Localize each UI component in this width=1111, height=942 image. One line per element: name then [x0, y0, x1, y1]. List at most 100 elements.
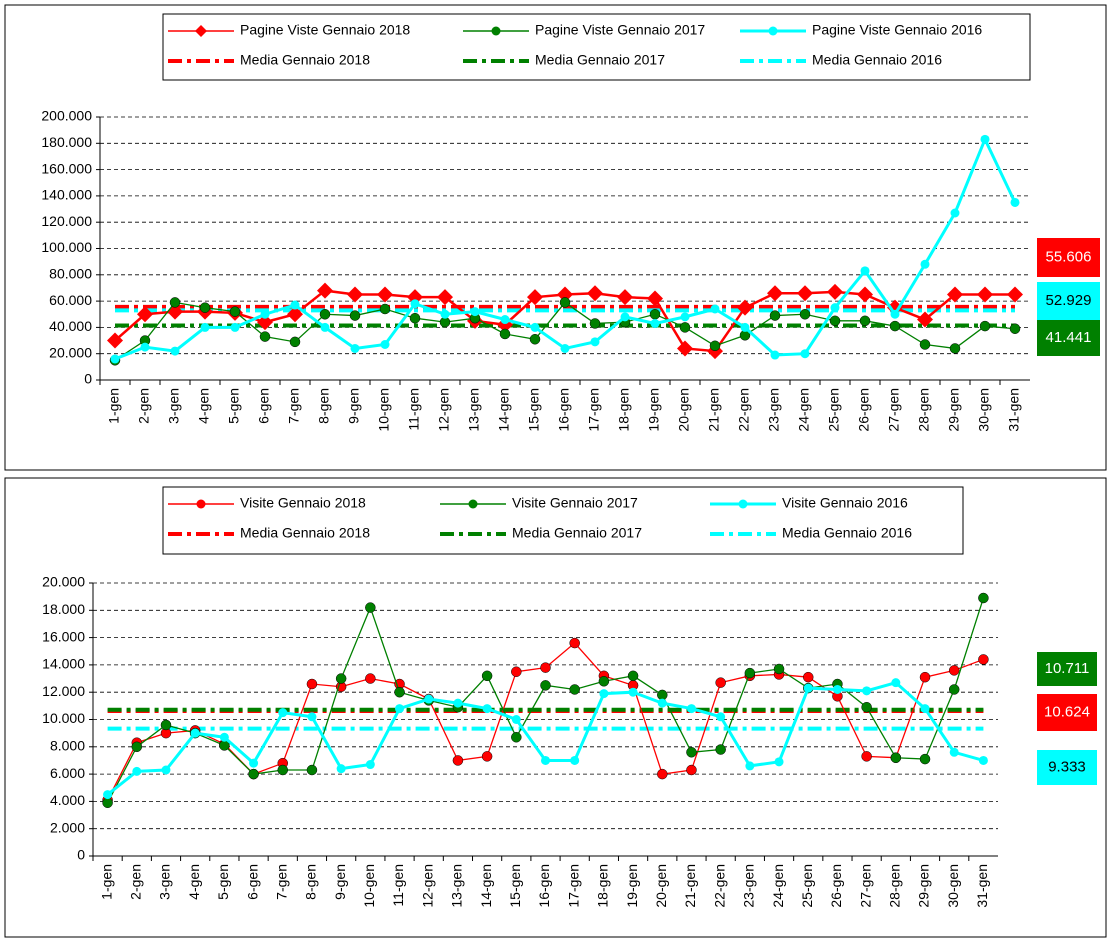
data-point — [511, 731, 522, 743]
x-tick-label: 20-gen — [676, 388, 692, 432]
data-point — [379, 303, 391, 315]
x-tick-label: 15-gen — [526, 388, 542, 432]
data-point — [229, 306, 241, 317]
mean-label: 9.333 — [1048, 758, 1086, 775]
data-point — [248, 768, 259, 780]
data-point — [677, 340, 693, 357]
data-point — [1010, 197, 1020, 207]
data-point — [686, 704, 696, 714]
data-point — [774, 757, 784, 767]
x-tick-label: 9-gen — [332, 864, 348, 900]
data-point — [259, 331, 271, 342]
data-point — [832, 684, 842, 694]
data-point — [289, 336, 301, 348]
legend-label: Media Gennaio 2018 — [240, 52, 370, 68]
data-point — [249, 758, 259, 768]
data-point — [979, 320, 991, 332]
mean-label: 41.441 — [1046, 329, 1092, 346]
data-point — [679, 322, 691, 333]
x-tick-label: 7-gen — [273, 864, 289, 900]
x-tick-label: 1-gen — [106, 388, 122, 424]
data-point — [710, 304, 720, 314]
data-point — [889, 320, 901, 332]
legend-label: Visite Gennaio 2018 — [240, 495, 366, 511]
data-point — [627, 670, 639, 682]
data-point — [770, 350, 780, 360]
data-point — [830, 303, 840, 313]
data-point — [320, 322, 330, 332]
x-tick-label: 18-gen — [616, 388, 632, 432]
x-tick-label: 19-gen — [624, 864, 640, 908]
x-tick-label: 12-gen — [436, 388, 452, 432]
x-tick-label: 11-gen — [390, 864, 406, 907]
data-point — [319, 309, 331, 320]
data-point — [377, 286, 393, 303]
data-point — [1007, 286, 1023, 303]
x-tick-label: 30-gen — [945, 864, 961, 908]
y-tick-label: 6.000 — [50, 765, 85, 781]
x-tick-label: 29-gen — [946, 388, 962, 432]
data-point — [587, 285, 603, 302]
data-point — [200, 322, 210, 332]
x-tick-label: 16-gen — [556, 388, 572, 432]
data-point — [511, 666, 522, 677]
data-point — [349, 310, 361, 321]
x-tick-label: 3-gen — [166, 388, 182, 424]
data-point — [317, 282, 333, 299]
y-tick-label: 10.000 — [42, 710, 85, 726]
data-point — [161, 765, 171, 775]
legend-label: Media Gennaio 2017 — [535, 52, 665, 68]
x-tick-label: 8-gen — [316, 388, 332, 424]
data-point — [744, 667, 756, 679]
data-point — [395, 704, 405, 714]
x-tick-label: 2-gen — [127, 864, 143, 900]
data-point — [560, 343, 570, 353]
data-point — [890, 309, 900, 319]
data-point — [686, 764, 697, 776]
data-point — [140, 342, 150, 352]
x-tick-label: 15-gen — [507, 864, 523, 908]
legend-label: Media Gennaio 2018 — [240, 525, 370, 541]
mean-label-box — [1037, 652, 1097, 686]
data-point — [482, 704, 492, 714]
mean-label-box — [1037, 238, 1100, 277]
data-point — [424, 694, 434, 704]
x-tick-label: 21-gen — [682, 864, 698, 908]
x-tick-label: 29-gen — [916, 864, 932, 908]
data-point — [103, 790, 113, 800]
legend-marker — [195, 25, 207, 37]
data-point — [569, 684, 580, 695]
x-tick-label: 13-gen — [466, 388, 482, 432]
x-tick-label: 31-gen — [974, 864, 990, 908]
data-point — [949, 343, 961, 354]
data-point — [527, 289, 543, 306]
data-point — [589, 318, 601, 329]
data-point — [978, 654, 989, 665]
x-tick-label: 10-gen — [361, 864, 377, 908]
data-point — [380, 339, 390, 349]
data-point — [860, 266, 870, 276]
data-point — [977, 286, 993, 303]
x-tick-label: 19-gen — [646, 388, 662, 432]
data-point — [169, 297, 181, 308]
y-tick-label: 4.000 — [50, 792, 85, 808]
data-point — [917, 311, 933, 328]
data-point — [797, 285, 813, 302]
x-tick-label: 14-gen — [496, 388, 512, 432]
data-point — [715, 677, 726, 688]
data-point — [132, 766, 142, 776]
data-point — [470, 307, 480, 317]
data-point — [803, 683, 813, 693]
data-point — [137, 306, 153, 323]
legend-label: Visite Gennaio 2016 — [782, 495, 908, 511]
x-tick-label: 24-gen — [770, 864, 786, 908]
x-tick-label: 22-gen — [711, 864, 727, 908]
data-point — [802, 671, 814, 683]
y-tick-label: 40.000 — [49, 318, 92, 334]
data-point — [649, 309, 661, 320]
data-point — [540, 680, 551, 691]
legend-marker — [491, 26, 501, 36]
data-point — [799, 309, 811, 320]
